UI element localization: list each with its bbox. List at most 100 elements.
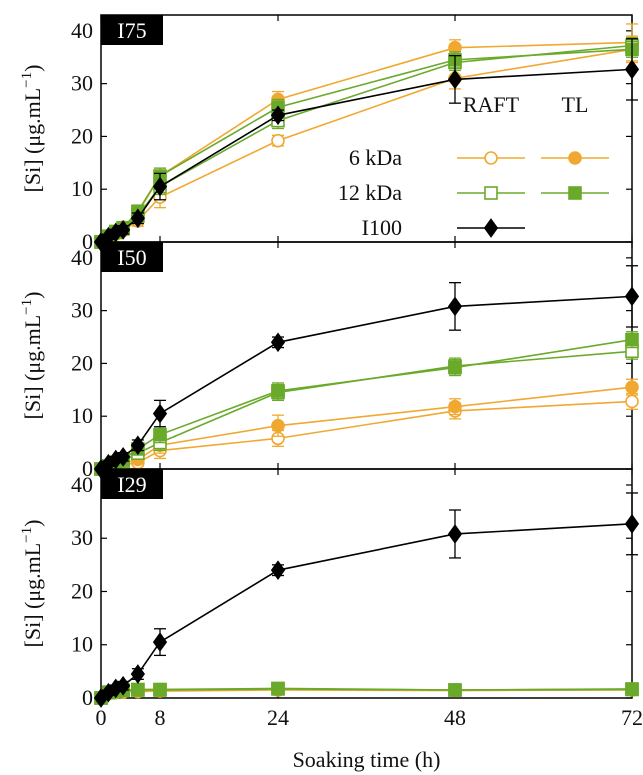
y-tick-label: 10 xyxy=(71,632,93,657)
legend-item-raft6 xyxy=(457,151,525,165)
series-raft6 xyxy=(94,392,639,476)
x-tick-label: 24 xyxy=(267,705,289,730)
panel-label-text: I29 xyxy=(117,472,146,497)
data-point xyxy=(448,360,462,375)
x-tick-label: 48 xyxy=(444,705,466,730)
legend-marker xyxy=(483,218,499,238)
panel-i75: 0 10 20 30 40 [Si] (μg.mL−1) I75 xyxy=(19,14,640,254)
data-point xyxy=(153,682,167,697)
legend-row-label: 12 kDa xyxy=(338,180,402,205)
y-axis-title-main: [Si] (μg.mL xyxy=(20,88,45,193)
data-point xyxy=(271,384,285,398)
data-point xyxy=(152,403,168,424)
data-point xyxy=(448,683,462,697)
data-point xyxy=(130,664,145,684)
panel-i29: 0 10 20 30 40 [Si] (μg.mL−1) I29 0 8 24 48 72 xyxy=(19,468,643,730)
legend-col-header: RAFT xyxy=(463,92,520,117)
data-point xyxy=(131,682,145,697)
data-point xyxy=(153,427,167,442)
data-point xyxy=(625,682,639,696)
series-raft6 xyxy=(94,683,639,705)
legend-col-header: TL xyxy=(562,92,589,117)
data-point xyxy=(624,286,640,307)
x-tick-label: 72 xyxy=(621,705,643,730)
series-line xyxy=(100,41,633,243)
data-point xyxy=(448,399,462,414)
series-tl6 xyxy=(94,378,639,476)
x-axis-title: Soaking time (h) xyxy=(293,747,441,772)
series-i100 xyxy=(93,265,640,479)
data-point xyxy=(130,435,145,456)
panel-label: I75 xyxy=(101,15,163,45)
data-point xyxy=(625,394,639,409)
data-point xyxy=(116,447,131,467)
series-line xyxy=(100,295,633,470)
panel-label-text: I50 xyxy=(117,245,146,270)
y-axis-title-close: ) xyxy=(20,292,45,299)
y-axis-title-sup: −1 xyxy=(19,527,35,543)
panel-i50: 0 10 20 30 40 [Si] (μg.mL−1) I50 xyxy=(19,241,640,481)
y-axis-title: [Si] (μg.mL−1) xyxy=(19,65,45,193)
data-point xyxy=(625,332,639,347)
series-i100 xyxy=(93,492,640,708)
y-tick-label: 30 xyxy=(71,298,93,323)
data-point xyxy=(270,105,286,126)
series-line xyxy=(100,400,633,470)
y-tick-label: 40 xyxy=(71,472,93,497)
y-tick-label: 0 xyxy=(82,456,93,481)
legend-marker xyxy=(484,151,498,165)
y-tick-label: 10 xyxy=(71,176,93,201)
y-axis-title: [Si] (μg.mL−1) xyxy=(19,520,45,648)
y-tick-label: 20 xyxy=(71,123,93,148)
series-line xyxy=(100,687,633,699)
legend-item-raft12 xyxy=(457,186,525,200)
y-axis-title-sup: −1 xyxy=(19,72,35,88)
y-tick-label: 20 xyxy=(71,350,93,375)
legend-marker xyxy=(568,151,582,165)
data-point xyxy=(624,59,640,80)
panel-label-bg xyxy=(101,469,163,499)
legend: RAFT TL 6 kDa 12 kDa I100 xyxy=(338,92,609,240)
y-axis-title-sup: −1 xyxy=(19,299,35,315)
series-line xyxy=(100,44,633,243)
y-axis-title: [Si] (μg.mL−1) xyxy=(19,292,45,420)
data-point xyxy=(447,296,463,317)
legend-marker xyxy=(484,186,498,200)
plot-frame xyxy=(100,14,633,243)
series-tl6 xyxy=(94,682,639,705)
y-axis-title-close: ) xyxy=(20,520,45,527)
panel-label: I29 xyxy=(101,469,163,499)
data-point xyxy=(625,380,639,394)
data-point xyxy=(152,176,168,197)
data-point xyxy=(271,133,285,148)
series-raft12 xyxy=(94,682,639,705)
data-point xyxy=(447,524,463,544)
data-point xyxy=(271,681,285,696)
data-point xyxy=(447,69,463,90)
series-raft12 xyxy=(94,342,639,476)
series-line xyxy=(100,523,633,699)
data-point xyxy=(271,418,285,433)
plot-frame xyxy=(100,241,633,470)
x-tick-label: 0 xyxy=(96,705,107,730)
legend-row-label: I100 xyxy=(362,215,402,240)
y-axis-title-main: [Si] (μg.mL xyxy=(20,315,45,420)
data-point xyxy=(152,632,168,652)
series-line xyxy=(100,689,633,699)
series-tl12 xyxy=(94,681,639,705)
legend-marker xyxy=(568,186,582,200)
series-line xyxy=(100,386,633,470)
panel-label-bg xyxy=(101,15,163,45)
y-tick-label: 10 xyxy=(71,403,93,428)
y-axis-title-close: ) xyxy=(20,65,45,72)
y-tick-label: 40 xyxy=(71,18,93,43)
panel-label-text: I75 xyxy=(117,18,146,43)
y-tick-label: 40 xyxy=(71,245,93,270)
x-tick-label: 8 xyxy=(155,705,166,730)
legend-row-label: 6 kDa xyxy=(349,145,402,170)
y-axis-title-main: [Si] (μg.mL xyxy=(20,543,45,648)
y-tick-label: 20 xyxy=(71,578,93,603)
y-tick-label: 0 xyxy=(82,229,93,254)
legend-item-tl6 xyxy=(541,151,609,165)
